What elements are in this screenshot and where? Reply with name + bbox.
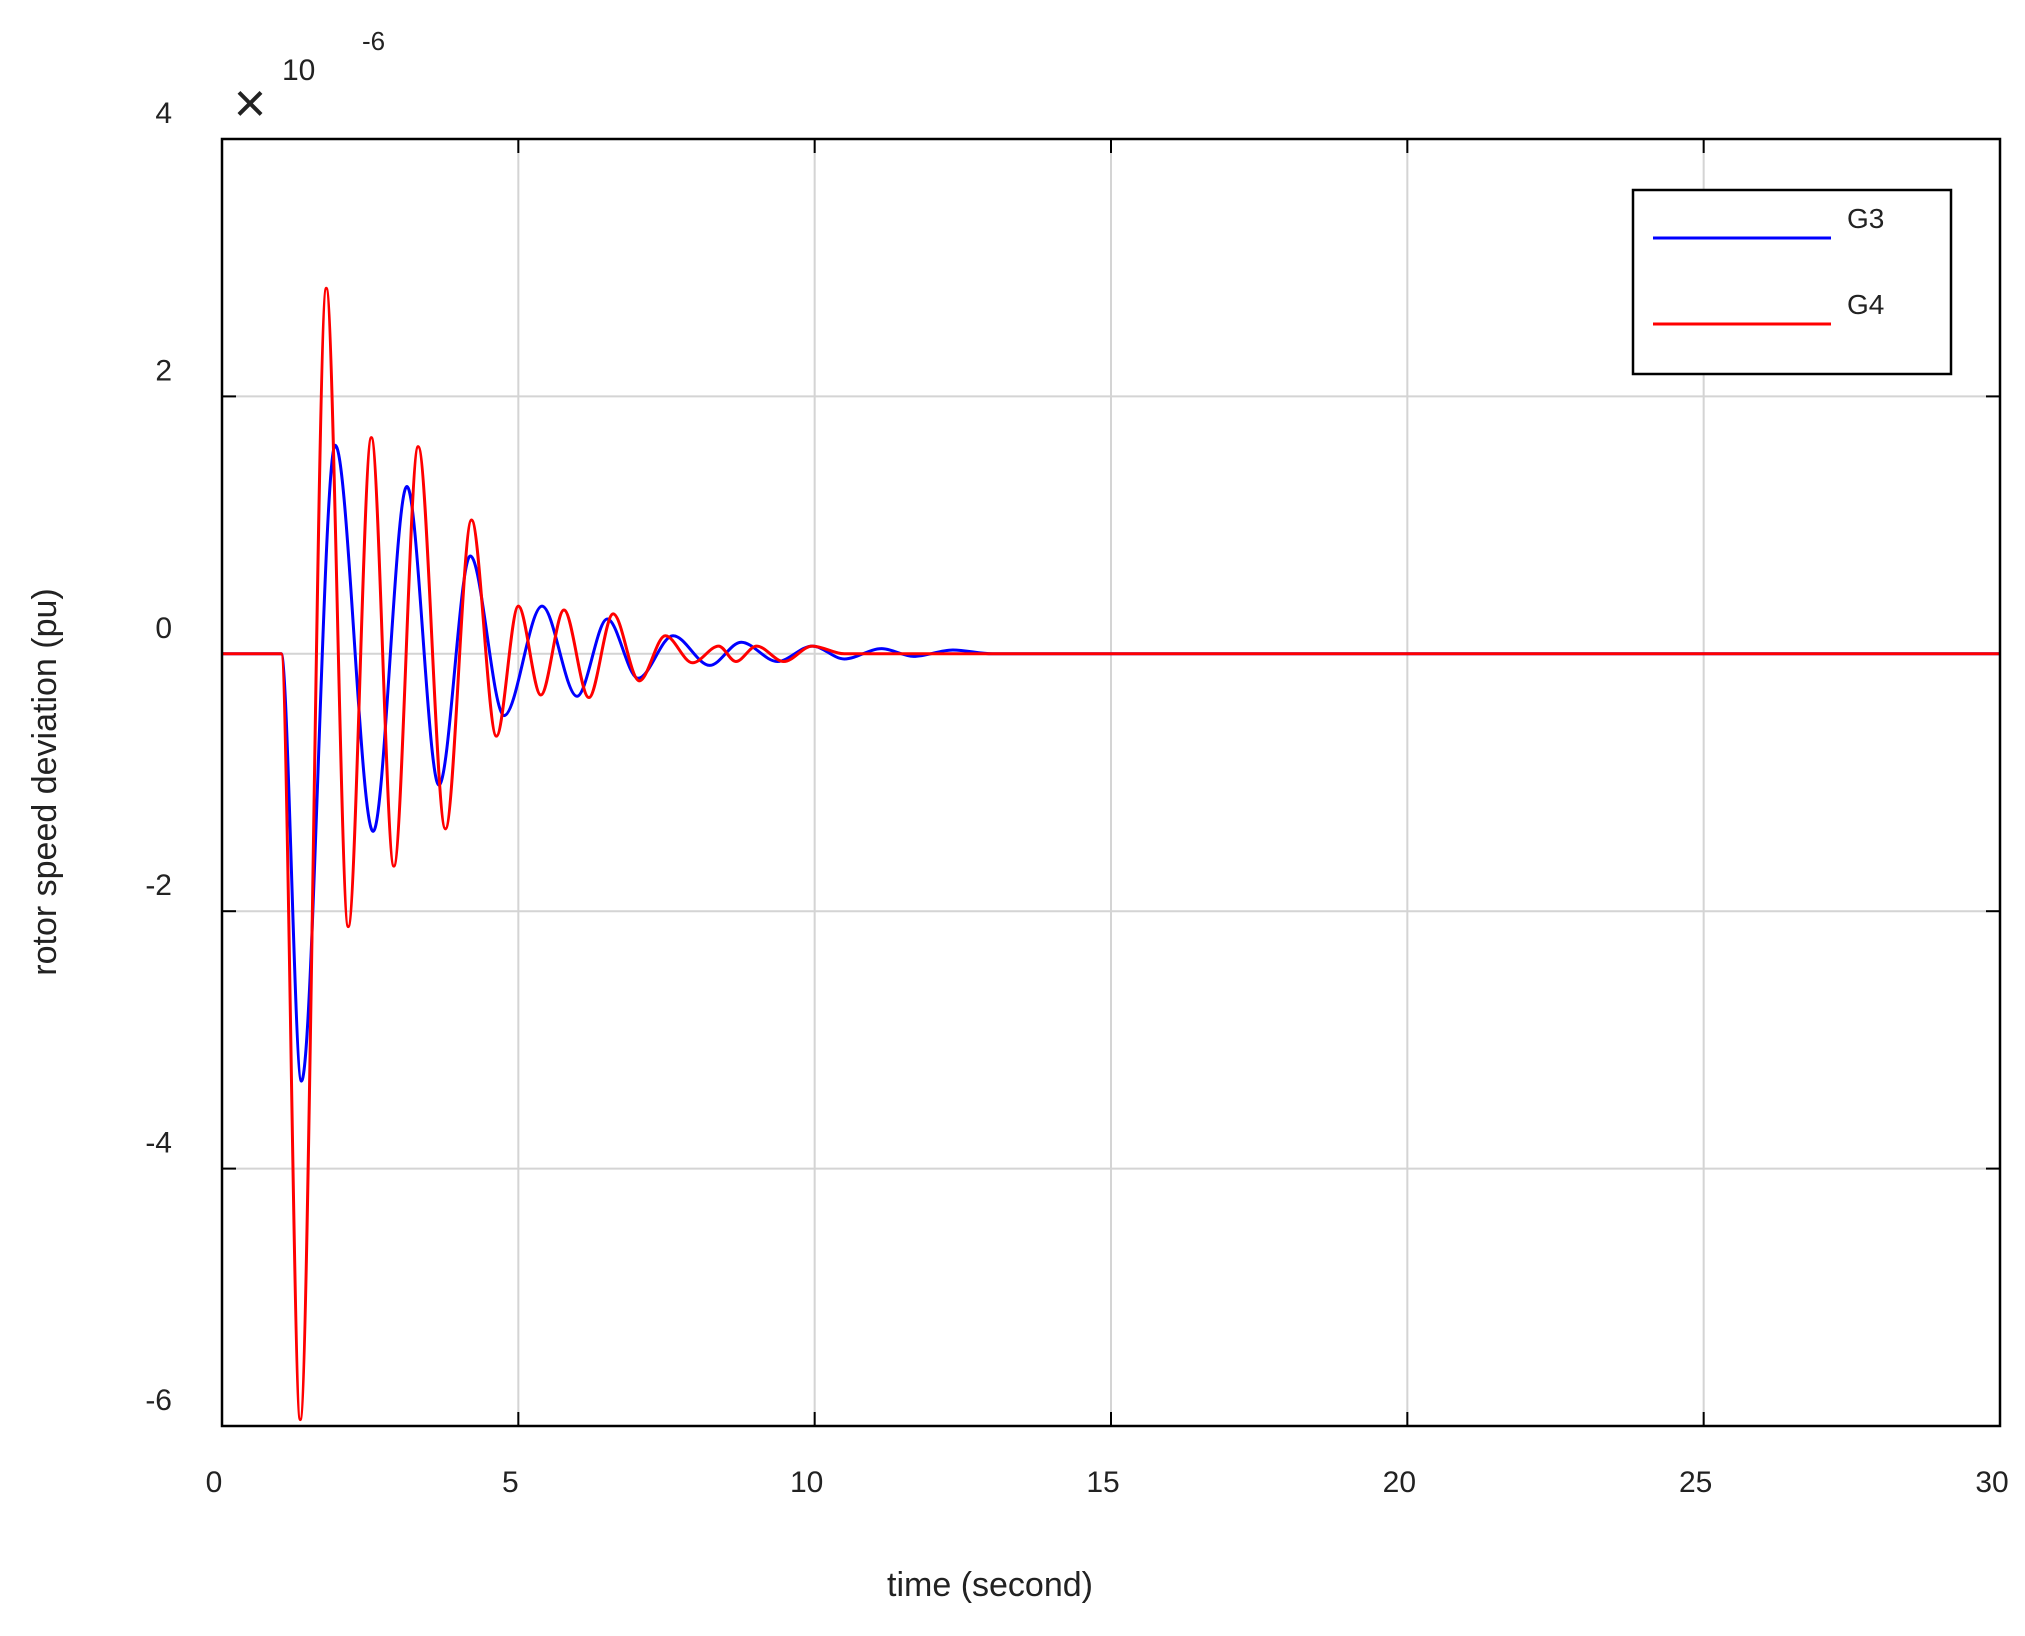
- x-tick-label: 10: [790, 1466, 823, 1499]
- y-tick-label: 4: [155, 97, 172, 130]
- multiplier-base: 10: [282, 54, 315, 87]
- y-tick-label: 2: [155, 354, 172, 387]
- y-axis-label: rotor speed deviation (pu): [26, 588, 64, 975]
- multiplier-exponent: -6: [362, 26, 385, 56]
- x-tick-label: 20: [1383, 1466, 1416, 1499]
- x-axis-label: time (second): [887, 1566, 1093, 1604]
- y-tick-label: 0: [155, 612, 172, 645]
- x-tick-label: 30: [1975, 1466, 2008, 1499]
- multiplier-times: ×: [234, 71, 267, 134]
- x-tick-label: 25: [1679, 1466, 1712, 1499]
- y-tick-label: -4: [145, 1127, 172, 1160]
- y-tick-label: -2: [145, 869, 172, 902]
- legend-box: [1631, 188, 1953, 376]
- legend-label: G3: [1847, 203, 1884, 234]
- y-tick-label: -6: [145, 1384, 172, 1417]
- legend-label: G4: [1847, 289, 1884, 320]
- x-tick-label: 15: [1086, 1466, 1119, 1499]
- x-tick-label: 0: [206, 1466, 223, 1499]
- x-tick-label: 5: [502, 1466, 519, 1499]
- series-line: [222, 286, 2000, 1422]
- plot-frame: [220, 137, 2002, 1428]
